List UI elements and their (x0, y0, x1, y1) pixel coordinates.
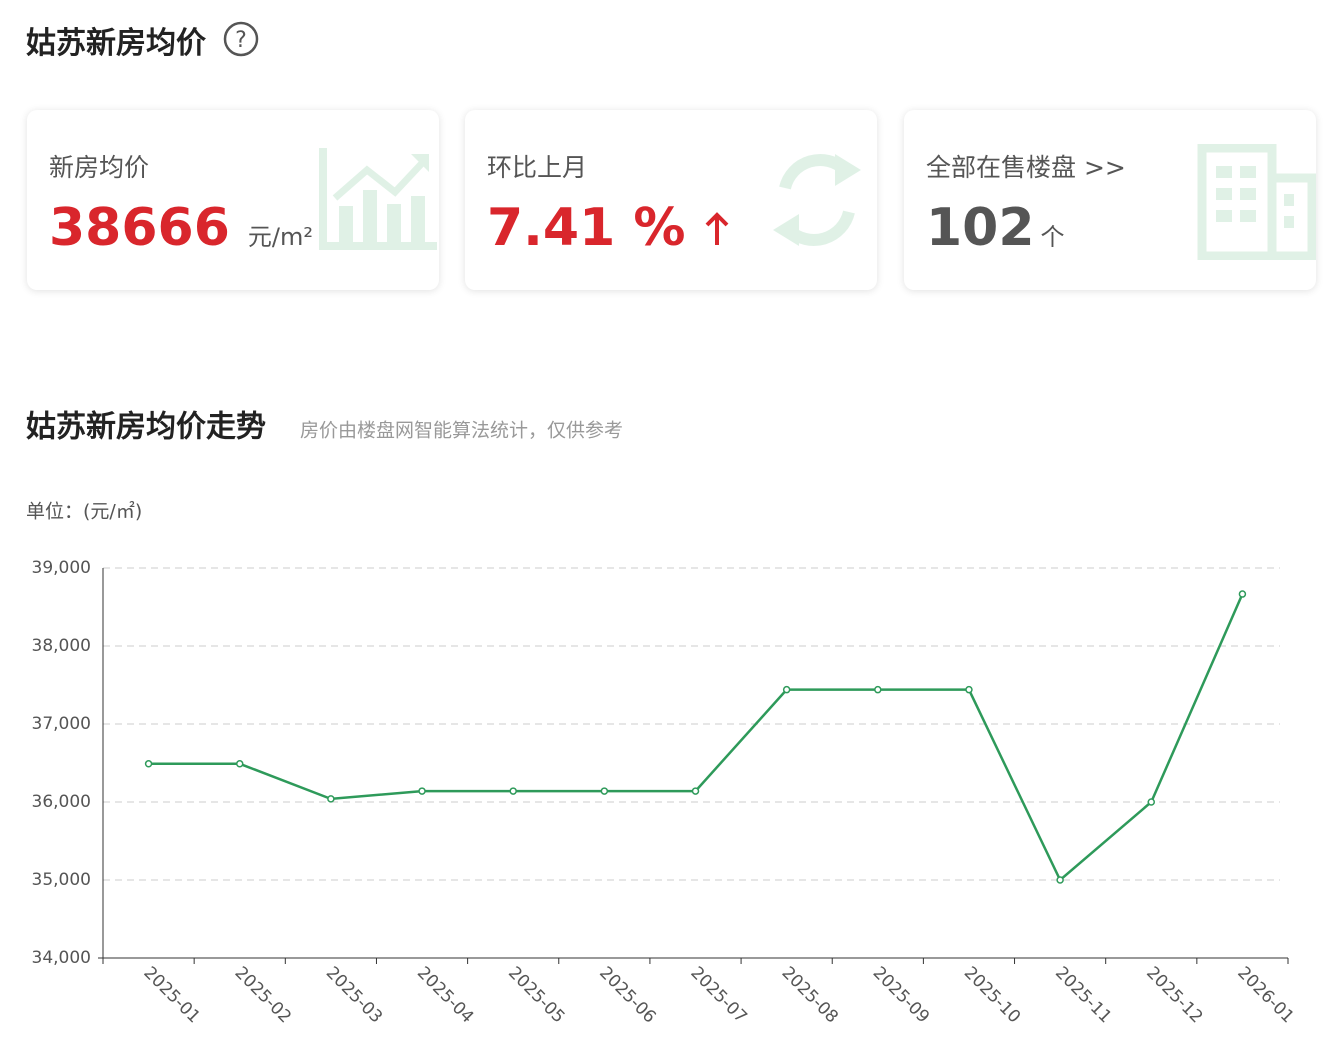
card-label[interactable]: 全部在售楼盘 >> (926, 153, 1126, 182)
trend-chart: 姑苏新房均价走势 房价由楼盘网智能算法统计，仅供参考 单位：(元/㎡) 34,0… (26, 410, 1298, 1028)
card-value: 38666 元/m² (49, 198, 313, 258)
x-tick-label: 2025-04 (413, 963, 477, 1027)
stat-card: 环比上月 7.41 % (465, 110, 877, 290)
line (148, 593, 1244, 883)
x-tick-label: 2025-12 (1142, 963, 1206, 1027)
point (600, 787, 609, 795)
x-tick-label: 2026-01 (1233, 963, 1297, 1027)
up-arrow (705, 212, 729, 245)
card-value: 102 个 (926, 198, 1065, 258)
chart-subtitle: 房价由楼盘网智能算法统计，仅供参考 (300, 420, 623, 442)
title-text: 姑苏新房均价 (26, 26, 206, 61)
page-title: 姑苏新房均价 ? (26, 18, 260, 62)
point (965, 685, 973, 694)
card-label: 环比上月 (487, 153, 588, 182)
value-text: 102 (926, 198, 1035, 258)
card-icon (319, 148, 437, 250)
x-tick-label: 2025-02 (231, 963, 295, 1027)
card-icon (773, 154, 861, 246)
stat-card[interactable]: 全部在售楼盘 >> 102 个 (904, 110, 1316, 290)
point (1238, 590, 1247, 598)
point (874, 685, 882, 694)
point (235, 760, 244, 768)
unit-text: 元/m² (247, 223, 314, 251)
svg-text:?: ? (236, 28, 248, 53)
x-tick-label: 2025-08 (778, 963, 842, 1027)
x-tick-label: 2025-03 (322, 963, 386, 1027)
x-tick-label: 2025-05 (504, 963, 568, 1027)
card-value: 7.41 % (487, 198, 730, 258)
unit-label: 单位：(元/㎡) (26, 500, 142, 523)
help-icon[interactable]: ? (222, 20, 260, 58)
point (509, 787, 517, 795)
value-text: 7.41 % (487, 198, 686, 258)
x-tick-label: 2025-07 (686, 963, 750, 1027)
point (782, 685, 791, 694)
unit-text: 个 (1040, 223, 1065, 251)
card-icon (1197, 144, 1316, 260)
stat-card: 新房均价 38666 元/m² (27, 110, 439, 290)
card-label: 新房均价 (49, 153, 150, 182)
y-tick-label: 35,000 (32, 870, 91, 890)
x-tick-label: 2025-06 (595, 963, 659, 1027)
point (691, 787, 700, 795)
chart-title: 姑苏新房均价走势 (26, 410, 266, 445)
x-tick-label: 2025-09 (869, 963, 933, 1027)
point (327, 795, 335, 803)
point (1147, 798, 1156, 806)
point (144, 760, 153, 768)
x-tick-label: 2025-11 (1051, 963, 1115, 1027)
y-tick-label: 39,000 (32, 558, 91, 578)
value-text: 38666 (49, 198, 230, 258)
y-tick-label: 34,000 (32, 948, 91, 968)
y-tick-label: 38,000 (32, 636, 91, 656)
y-tick-label: 37,000 (32, 714, 91, 734)
y-tick-label: 36,000 (32, 792, 91, 812)
x-tick-label: 2025-01 (140, 963, 204, 1027)
point (418, 787, 426, 795)
point (1056, 876, 1064, 884)
x-tick-label: 2025-10 (960, 963, 1024, 1027)
